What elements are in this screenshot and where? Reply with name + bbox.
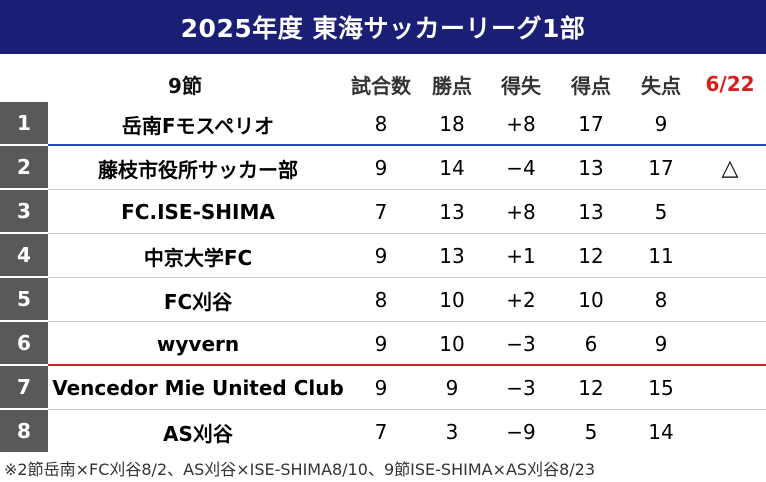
points-value: 10 — [439, 288, 465, 312]
goals-against-value: 9 — [654, 112, 668, 136]
table-row: 6 wyvern 9 10 −3 6 9 — [0, 322, 766, 366]
points-value: 14 — [439, 156, 465, 180]
played-value: 9 — [374, 244, 388, 268]
table-row: 3 FC.ISE-SHIMA 7 13 +8 13 5 — [0, 190, 766, 234]
goals-for-value: 6 — [584, 332, 598, 356]
divider-red — [48, 364, 766, 366]
played-value: 9 — [374, 376, 388, 400]
table-row: 1 岳南Fモスペリオ 8 18 +8 17 9 — [0, 102, 766, 146]
team-name: FC刈谷 — [163, 289, 233, 314]
goal-diff-value: −9 — [506, 420, 536, 444]
table-row: 4 中京大学FC 9 13 +1 12 11 — [0, 234, 766, 278]
played-value: 9 — [374, 332, 388, 356]
table-row: 5 FC刈谷 8 10 +2 10 8 — [0, 278, 766, 322]
goals-against-value: 9 — [654, 332, 668, 356]
played-value: 7 — [374, 200, 388, 224]
goals-against-value: 15 — [648, 376, 674, 400]
goal-diff-value: −3 — [506, 376, 536, 400]
goal-diff-value: −3 — [506, 332, 536, 356]
header-points: 勝点 — [432, 73, 472, 98]
status-mark — [698, 190, 762, 234]
goals-against-value: 14 — [648, 420, 674, 444]
rank-badge: 4 — [0, 234, 48, 278]
status-mark — [698, 102, 762, 146]
rank-badge: 7 — [0, 366, 48, 410]
row-divider — [48, 233, 766, 234]
goal-diff-value: +2 — [506, 288, 536, 312]
status-mark — [698, 322, 762, 366]
status-mark — [698, 234, 762, 278]
points-value: 3 — [445, 420, 459, 444]
goal-diff-value: +1 — [506, 244, 536, 268]
header-played: 試合数 — [351, 73, 411, 98]
header-goal-diff: 得失 — [501, 73, 541, 98]
goals-for-value: 5 — [584, 420, 598, 444]
goals-for-value: 17 — [578, 112, 604, 136]
header-goals-against: 失点 — [641, 73, 681, 98]
played-value: 9 — [374, 156, 388, 180]
team-name: 藤枝市役所サッカー部 — [98, 157, 298, 182]
table-row: 8 AS刈谷 7 3 −9 5 14 — [0, 410, 766, 454]
status-mark — [698, 366, 762, 410]
team-name: FC.ISE-SHIMA — [121, 200, 275, 224]
goals-for-value: 13 — [578, 156, 604, 180]
status-mark: △ — [721, 155, 739, 181]
page-title: 2025年度 東海サッカーリーグ1部 — [180, 14, 586, 43]
row-divider — [48, 321, 766, 322]
row-divider — [48, 189, 766, 190]
team-name: 岳南Fモスペリオ — [121, 113, 275, 138]
played-value: 7 — [374, 420, 388, 444]
table-row: 7 Vencedor Mie United Club 9 9 −3 12 15 — [0, 366, 766, 410]
header-round: 9節 — [168, 73, 202, 98]
goals-for-value: 12 — [578, 376, 604, 400]
goals-against-value: 5 — [654, 200, 668, 224]
rank-badge: 6 — [0, 322, 48, 366]
goal-diff-value: +8 — [506, 200, 536, 224]
goal-diff-value: −4 — [506, 156, 536, 180]
header-date: 6/22 — [705, 72, 755, 96]
goals-against-value: 8 — [654, 288, 668, 312]
header-goals-for: 得点 — [571, 73, 611, 98]
rank-badge: 2 — [0, 146, 48, 190]
team-name: AS刈谷 — [163, 421, 233, 446]
team-name: wyvern — [156, 332, 240, 356]
goals-against-value: 17 — [648, 156, 674, 180]
rank-badge: 8 — [0, 410, 48, 454]
footnote: ※2節岳南×FC刈谷8/2、AS刈谷×ISE-SHIMA8/10、9節ISE-S… — [4, 460, 596, 479]
played-value: 8 — [374, 288, 388, 312]
goals-for-value: 10 — [578, 288, 604, 312]
goals-for-value: 12 — [578, 244, 604, 268]
rank-badge: 3 — [0, 190, 48, 234]
points-value: 13 — [439, 244, 465, 268]
rank-badge: 1 — [0, 102, 48, 146]
divider-blue — [48, 144, 766, 146]
points-value: 9 — [445, 376, 459, 400]
row-divider — [48, 409, 766, 410]
points-value: 10 — [439, 332, 465, 356]
status-mark — [698, 278, 762, 322]
team-name: Vencedor Mie United Club — [52, 376, 344, 400]
played-value: 8 — [374, 112, 388, 136]
title-bar: 2025年度 東海サッカーリーグ1部 — [0, 0, 766, 54]
goals-against-value: 11 — [648, 244, 674, 268]
points-value: 18 — [439, 112, 465, 136]
rank-badge: 5 — [0, 278, 48, 322]
goal-diff-value: +8 — [506, 112, 536, 136]
table-row: 2 藤枝市役所サッカー部 9 14 −4 13 17 △ — [0, 146, 766, 190]
status-mark — [698, 410, 762, 454]
row-divider — [48, 277, 766, 278]
points-value: 13 — [439, 200, 465, 224]
team-name: 中京大学FC — [143, 245, 253, 270]
goals-for-value: 13 — [578, 200, 604, 224]
